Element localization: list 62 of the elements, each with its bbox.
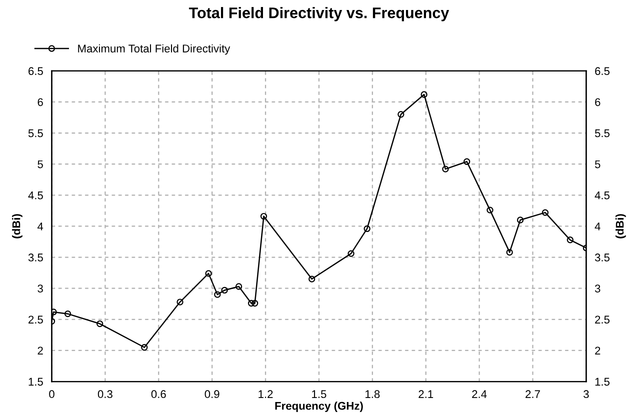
y-tick-label: 2 — [38, 346, 43, 355]
y2-tick-label: 4 — [594, 222, 600, 230]
chart-title: Total Field Directivity vs. Frequency — [188, 7, 450, 22]
point — [506, 248, 513, 256]
legend-label: Maximum Total Field Directivity — [78, 44, 230, 55]
point — [64, 310, 72, 318]
point — [486, 206, 494, 214]
y2-tick-label: 3 — [594, 284, 600, 292]
y-axis-title: (dBi) — [12, 214, 22, 238]
point — [260, 212, 268, 220]
y-tick-label: 1.5 — [28, 378, 43, 386]
point — [364, 225, 370, 232]
y2-tick-label: 3.5 — [594, 254, 610, 262]
point — [221, 286, 228, 294]
x-tick-label: 1.2 — [258, 390, 273, 398]
y2-tick-label: 6.5 — [595, 67, 610, 76]
y-tick-label: 6 — [38, 98, 43, 106]
x-tick-label: 1.8 — [366, 390, 380, 398]
x-axis-title: Frequency (GHz) — [275, 402, 363, 412]
x-tick-label: 0.9 — [204, 390, 220, 398]
point — [248, 300, 255, 307]
point — [96, 320, 104, 328]
x-tick-label: 2.4 — [472, 390, 487, 398]
point — [252, 300, 258, 307]
y-tick-label: 2.5 — [28, 316, 43, 324]
point — [205, 270, 212, 277]
point — [214, 291, 221, 298]
y2-tick-label: 6 — [595, 98, 600, 106]
point — [464, 158, 470, 165]
point — [308, 276, 316, 282]
point — [420, 91, 428, 98]
y-tick-label: 4.5 — [28, 192, 43, 200]
y-tick-label: 5 — [38, 160, 43, 168]
y2-tick-label: 4.5 — [594, 192, 610, 200]
y-tick-label: 6.5 — [28, 67, 43, 76]
point — [516, 216, 524, 224]
point — [141, 344, 148, 351]
point — [542, 209, 549, 216]
x-tick-label: 2.1 — [418, 390, 434, 398]
y2-tick-label: 2.5 — [595, 316, 610, 324]
x-tick-label: 3 — [584, 390, 589, 398]
y2-tick-label: 2 — [595, 346, 600, 355]
y-tick-label: 3.5 — [28, 254, 43, 262]
y2-tick-label: 5.5 — [594, 129, 610, 138]
x-tick-label: 0.6 — [151, 390, 166, 398]
y2-tick-label: 1.5 — [595, 378, 610, 386]
x-tick-label: 0.3 — [98, 390, 112, 398]
x-tick-label: 2.7 — [526, 390, 540, 398]
y-tick-label: 4 — [37, 222, 44, 230]
point — [52, 308, 57, 316]
point — [398, 111, 404, 118]
y-tick-label: 3 — [38, 284, 43, 292]
y2-axis-title: (dBi) — [616, 214, 626, 238]
point — [566, 236, 574, 244]
x-tick-label: 0 — [49, 390, 54, 398]
point — [442, 166, 449, 172]
x-tick-label: 1.5 — [312, 390, 326, 398]
y2-tick-label: 5 — [594, 160, 600, 168]
y-tick-label: 5.5 — [28, 129, 43, 138]
point — [176, 298, 184, 306]
point — [348, 250, 354, 257]
point — [235, 283, 242, 290]
